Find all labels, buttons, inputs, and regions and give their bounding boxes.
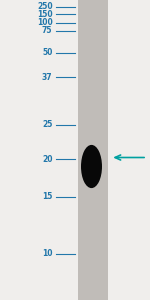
Text: 250: 250	[37, 2, 52, 11]
Text: 20: 20	[42, 154, 52, 164]
Text: 15: 15	[42, 192, 52, 201]
Text: 37: 37	[42, 73, 52, 82]
Ellipse shape	[81, 145, 102, 188]
Text: 10: 10	[42, 249, 52, 258]
Text: 75: 75	[42, 26, 52, 35]
Text: 150: 150	[37, 10, 52, 19]
Text: 100: 100	[37, 18, 52, 27]
Text: 25: 25	[42, 120, 52, 129]
Bar	[78, 0, 108, 300]
Text: 50: 50	[42, 48, 52, 57]
